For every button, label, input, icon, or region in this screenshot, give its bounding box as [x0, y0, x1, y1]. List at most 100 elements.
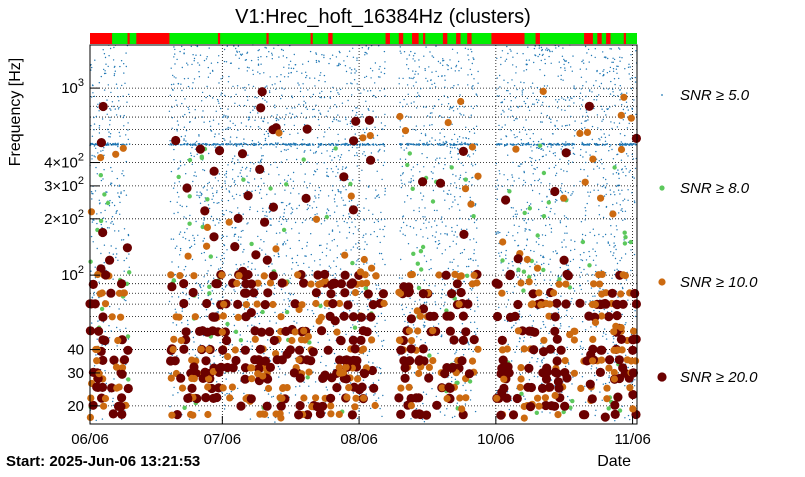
point-snr5	[211, 63, 212, 64]
point-snr5	[184, 164, 185, 165]
point-snr5	[169, 111, 170, 112]
point-snr5	[230, 96, 231, 97]
point-snr5	[345, 117, 346, 118]
point-snr5	[129, 267, 130, 268]
point-snr20	[251, 250, 260, 259]
point-snr5	[566, 315, 567, 316]
point-snr5	[274, 107, 275, 108]
point-snr5	[188, 78, 189, 79]
point-snr5	[624, 135, 625, 136]
point-snr5	[345, 119, 346, 120]
point-snr5	[351, 126, 352, 127]
point-snr5	[226, 393, 227, 394]
point-snr5	[561, 242, 562, 243]
point-snr5	[224, 245, 225, 246]
point-snr5	[357, 83, 358, 84]
point-snr5	[326, 212, 327, 213]
point-snr5	[272, 144, 274, 146]
point-snr5	[297, 255, 298, 256]
point-snr20	[560, 402, 569, 411]
point-snr8	[102, 192, 106, 196]
point-snr5	[541, 411, 542, 412]
point-snr5	[548, 333, 549, 334]
point-snr5	[378, 316, 379, 317]
point-snr5	[458, 159, 459, 160]
point-snr8	[528, 206, 532, 210]
point-snr5	[267, 122, 268, 123]
point-snr5	[280, 144, 282, 146]
point-snr5	[524, 101, 525, 102]
point-snr5	[262, 211, 263, 212]
point-snr10	[599, 271, 606, 278]
point-snr5	[208, 204, 209, 205]
point-snr5	[274, 294, 275, 295]
point-snr5	[337, 172, 338, 173]
point-snr5	[104, 370, 105, 371]
point-snr5	[375, 144, 377, 146]
point-snr5	[572, 144, 574, 146]
point-snr5	[434, 210, 435, 211]
point-snr5	[269, 90, 270, 91]
point-snr5	[293, 172, 294, 173]
point-snr5	[184, 49, 185, 50]
point-snr5	[290, 278, 291, 279]
point-snr5	[377, 171, 378, 172]
point-snr5	[597, 144, 599, 146]
point-snr5	[318, 342, 319, 343]
point-snr5	[381, 72, 382, 73]
point-snr5	[541, 104, 542, 105]
point-snr5	[199, 64, 200, 65]
point-snr5	[375, 62, 376, 63]
point-snr5	[580, 149, 581, 150]
point-snr5	[603, 119, 604, 120]
point-snr5	[628, 64, 629, 65]
point-snr5	[289, 134, 290, 135]
point-snr10	[190, 272, 197, 279]
point-snr5	[548, 49, 549, 50]
point-snr5	[414, 53, 415, 54]
point-snr5	[244, 308, 245, 309]
point-snr5	[363, 89, 364, 90]
point-snr5	[634, 200, 635, 201]
point-snr5	[446, 233, 447, 234]
point-snr5	[202, 240, 203, 241]
point-snr5	[589, 61, 590, 62]
point-snr5	[468, 59, 469, 60]
point-snr5	[119, 66, 120, 67]
point-snr5	[560, 67, 561, 68]
point-snr5	[181, 103, 182, 104]
point-snr20	[442, 271, 451, 280]
point-snr5	[411, 143, 413, 145]
point-snr5	[401, 147, 402, 148]
point-snr5	[330, 249, 331, 250]
point-snr5	[247, 144, 249, 146]
point-snr5	[439, 143, 441, 145]
point-snr5	[327, 168, 328, 169]
point-snr5	[536, 261, 537, 262]
point-snr5	[220, 268, 221, 269]
point-snr5	[118, 100, 119, 101]
point-snr5	[384, 150, 385, 151]
point-snr5	[500, 64, 501, 65]
point-snr5	[305, 219, 306, 220]
point-snr5	[339, 394, 340, 395]
point-snr10	[341, 252, 348, 259]
point-snr5	[520, 163, 521, 164]
point-snr5	[109, 252, 110, 253]
point-snr10	[232, 346, 239, 353]
point-snr5	[334, 201, 335, 202]
point-snr5	[433, 293, 434, 294]
point-snr5	[250, 170, 251, 171]
point-snr5	[384, 73, 385, 74]
point-snr5	[326, 116, 327, 117]
point-snr10	[312, 394, 319, 401]
point-snr5	[203, 217, 204, 218]
point-snr5	[237, 85, 238, 86]
point-snr5	[630, 249, 631, 250]
point-snr5	[585, 46, 586, 47]
point-snr5	[275, 143, 277, 145]
point-snr8	[188, 194, 192, 198]
point-snr5	[115, 71, 116, 72]
point-snr5	[259, 128, 260, 129]
point-snr5	[614, 105, 615, 106]
